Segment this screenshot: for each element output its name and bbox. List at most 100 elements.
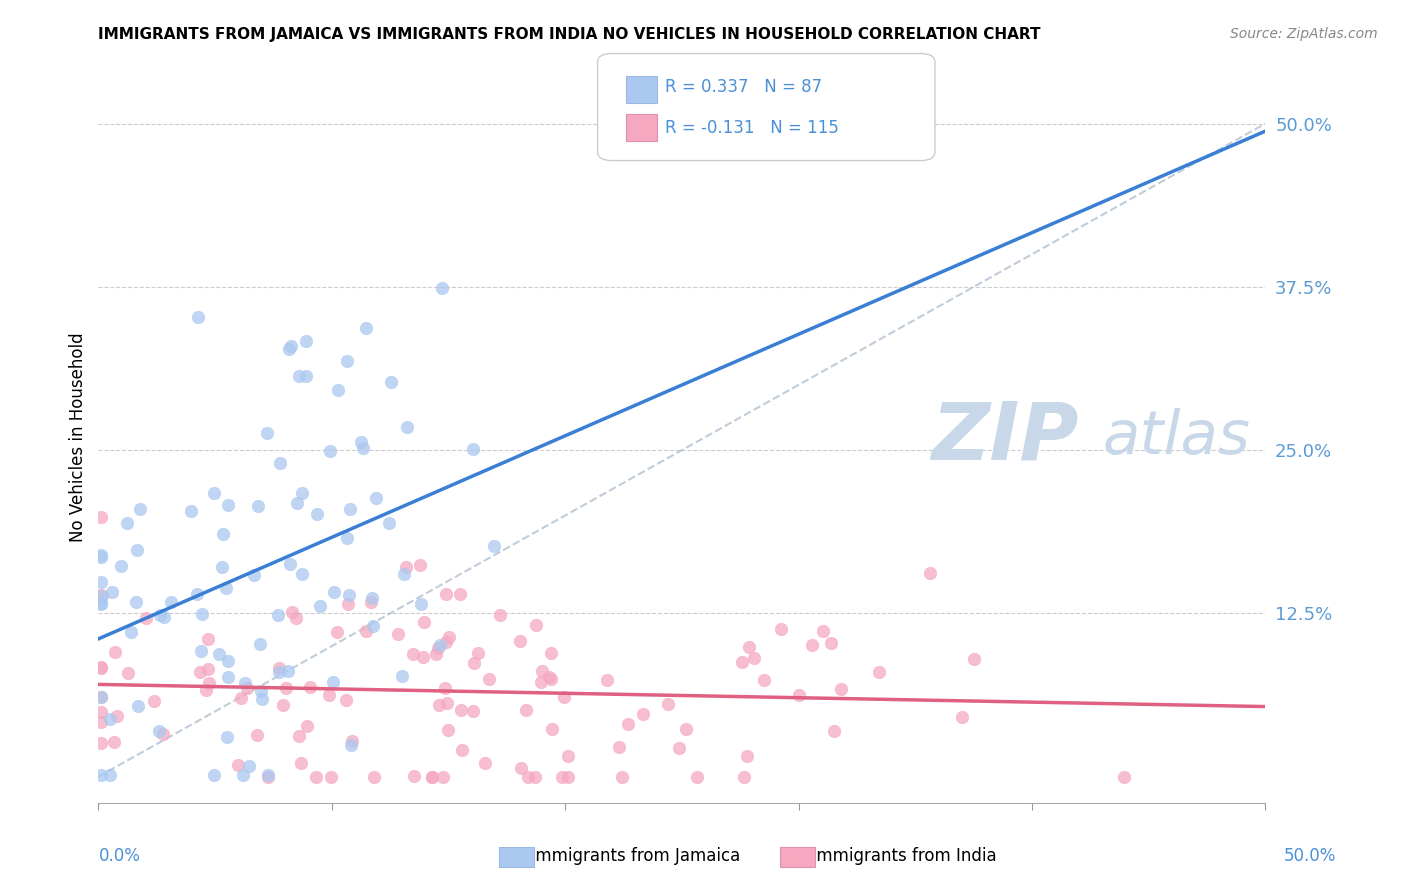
- Point: [322, 674, 344, 689]
- Point: [90, 548, 112, 562]
- Point: [429, 638, 451, 652]
- Point: [515, 703, 537, 717]
- Point: [409, 597, 432, 611]
- Point: [463, 657, 485, 671]
- Point: [412, 615, 434, 629]
- Point: [356, 320, 378, 334]
- Point: [436, 696, 458, 710]
- Point: [125, 595, 148, 609]
- Point: [516, 770, 538, 784]
- Point: [280, 557, 302, 571]
- Point: [557, 770, 579, 784]
- Point: [90, 690, 112, 704]
- Point: [340, 734, 363, 748]
- Point: [378, 516, 401, 530]
- Point: [197, 676, 219, 690]
- Point: [90, 661, 112, 675]
- Point: [396, 419, 419, 434]
- Point: [110, 558, 132, 573]
- Point: [90, 705, 112, 719]
- Point: [281, 606, 304, 620]
- Point: [439, 630, 461, 644]
- Point: [610, 770, 633, 784]
- Point: [787, 688, 810, 702]
- Point: [269, 456, 291, 470]
- Point: [412, 649, 434, 664]
- Point: [231, 691, 253, 706]
- Point: [541, 723, 564, 737]
- Point: [197, 662, 219, 676]
- Point: [290, 756, 312, 771]
- Point: [482, 540, 505, 554]
- Point: [121, 625, 143, 640]
- Point: [135, 611, 157, 625]
- Point: [215, 730, 238, 744]
- Point: [103, 735, 125, 749]
- Point: [360, 595, 382, 609]
- Text: ZIP: ZIP: [931, 398, 1078, 476]
- Point: [202, 768, 225, 782]
- Point: [434, 681, 457, 695]
- Point: [238, 759, 260, 773]
- Point: [335, 692, 357, 706]
- Point: [217, 654, 239, 668]
- Point: [801, 638, 824, 652]
- Point: [553, 690, 575, 704]
- Point: [1112, 770, 1135, 784]
- Point: [190, 644, 212, 658]
- Text: 50.0%: 50.0%: [1284, 847, 1336, 865]
- Point: [461, 442, 484, 456]
- Point: [510, 761, 533, 775]
- Point: [387, 627, 409, 641]
- Text: R = 0.337   N = 87: R = 0.337 N = 87: [665, 78, 823, 95]
- Point: [142, 694, 165, 708]
- Point: [236, 681, 259, 695]
- Point: [326, 383, 349, 397]
- Point: [269, 660, 291, 674]
- Point: [90, 714, 112, 729]
- Point: [675, 723, 697, 737]
- Point: [90, 736, 112, 750]
- Point: [271, 698, 294, 712]
- Point: [319, 444, 342, 458]
- Point: [117, 666, 139, 681]
- Point: [250, 692, 273, 706]
- Point: [98, 768, 121, 782]
- Point: [115, 516, 138, 531]
- Point: [474, 756, 496, 770]
- Point: [391, 669, 413, 683]
- Point: [294, 334, 316, 348]
- Point: [430, 281, 453, 295]
- Point: [299, 681, 322, 695]
- Point: [127, 698, 149, 713]
- Point: [352, 441, 374, 455]
- Point: [339, 739, 361, 753]
- Point: [274, 681, 297, 695]
- Point: [920, 566, 942, 581]
- Point: [207, 647, 229, 661]
- Point: [394, 567, 416, 582]
- Point: [364, 491, 387, 505]
- Point: [228, 757, 250, 772]
- Point: [336, 597, 359, 611]
- Point: [318, 689, 340, 703]
- Point: [309, 599, 332, 614]
- Point: [104, 645, 127, 659]
- Point: [434, 634, 457, 648]
- Point: [243, 568, 266, 582]
- Text: R = -0.131   N = 115: R = -0.131 N = 115: [665, 119, 839, 136]
- Point: [194, 682, 217, 697]
- Point: [267, 607, 290, 622]
- Point: [247, 499, 270, 513]
- Point: [350, 435, 373, 450]
- Point: [963, 651, 986, 665]
- Point: [425, 647, 447, 661]
- Point: [657, 697, 679, 711]
- Point: [631, 706, 654, 721]
- Point: [820, 635, 842, 649]
- Point: [127, 542, 149, 557]
- Point: [336, 353, 359, 368]
- Point: [211, 560, 233, 574]
- Point: [434, 586, 457, 600]
- Point: [738, 640, 761, 654]
